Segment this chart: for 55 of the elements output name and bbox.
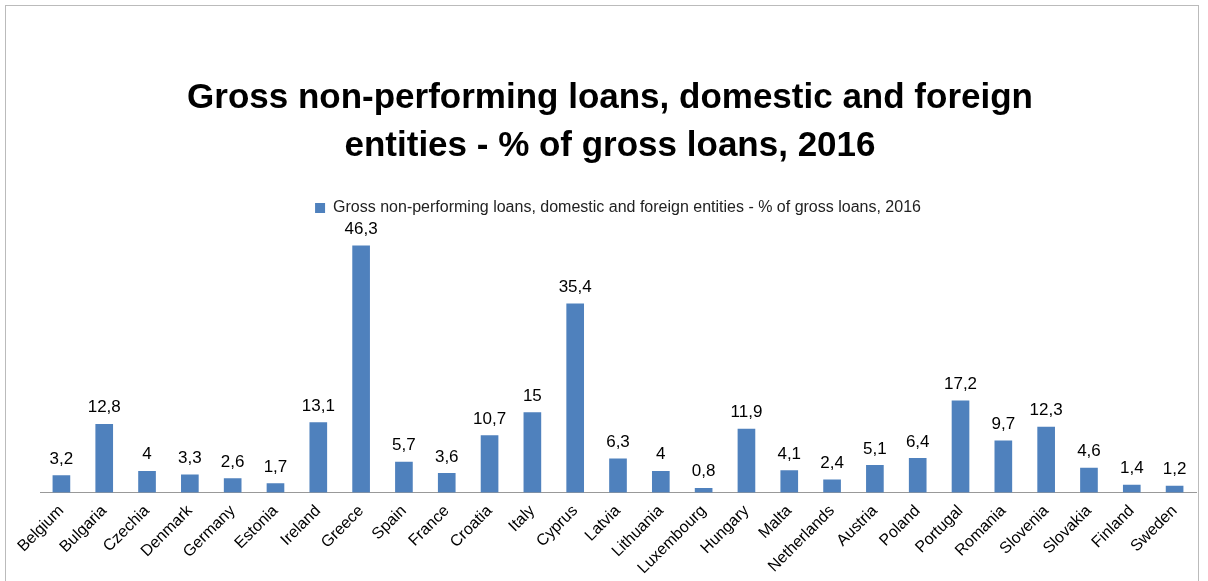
bar xyxy=(437,473,456,493)
bar xyxy=(994,440,1013,493)
bar xyxy=(309,422,328,493)
legend-label: Gross non-performing loans, domestic and foreign entities - % of gross loans, 2016 xyxy=(333,198,922,216)
bar xyxy=(1080,467,1098,493)
data-label: 9,7 xyxy=(991,414,1016,434)
data-label: 46,3 xyxy=(344,218,378,238)
bar xyxy=(480,435,499,493)
data-label: 13,1 xyxy=(301,395,335,415)
bar xyxy=(908,458,927,493)
bar xyxy=(352,245,370,493)
data-label: 15 xyxy=(522,385,542,405)
data-label: 3,6 xyxy=(434,446,459,466)
data-label: 3,3 xyxy=(178,448,202,468)
bar xyxy=(1122,484,1141,493)
bar xyxy=(951,400,970,493)
bar xyxy=(181,474,199,493)
bar xyxy=(266,483,285,493)
data-label: 17,2 xyxy=(943,374,978,394)
data-label: 6,3 xyxy=(606,432,630,452)
data-label: 2,6 xyxy=(220,451,245,471)
bar xyxy=(780,470,799,493)
chart-title: Gross non-performing loans, domestic and foreign entities - % of gross loans, 2016 xyxy=(186,75,1034,165)
bar xyxy=(52,475,71,493)
data-label: 1,7 xyxy=(263,456,288,476)
bar xyxy=(1037,426,1055,493)
bar xyxy=(95,423,114,493)
bar xyxy=(566,303,585,493)
data-label: 1,4 xyxy=(1119,458,1144,478)
bar xyxy=(223,478,242,493)
data-label: 2,4 xyxy=(820,452,844,472)
x-tick-label: Italy xyxy=(504,501,538,535)
bar xyxy=(866,465,884,493)
bar xyxy=(609,458,627,493)
data-label: 5,1 xyxy=(863,438,887,458)
data-label: 4,1 xyxy=(777,443,802,463)
bar xyxy=(651,470,670,493)
data-label: 5,7 xyxy=(392,435,416,455)
data-label: 1,2 xyxy=(1162,459,1187,479)
bar xyxy=(138,470,156,493)
data-label: 12,3 xyxy=(1029,400,1063,420)
data-label: 12,8 xyxy=(87,397,121,417)
data-label: 3,2 xyxy=(49,448,74,468)
data-label: 6,4 xyxy=(905,431,930,451)
bar xyxy=(523,412,542,493)
data-label: 0,8 xyxy=(691,461,716,481)
bar xyxy=(737,428,756,493)
data-label: 10,7 xyxy=(473,408,507,428)
bar xyxy=(395,461,413,493)
data-label: 4,6 xyxy=(1077,441,1101,461)
data-label: 4 xyxy=(142,444,152,464)
data-label: 35,4 xyxy=(558,277,592,297)
data-label: 4 xyxy=(656,444,666,464)
bar xyxy=(823,479,841,493)
data-label: 11,9 xyxy=(730,402,763,422)
